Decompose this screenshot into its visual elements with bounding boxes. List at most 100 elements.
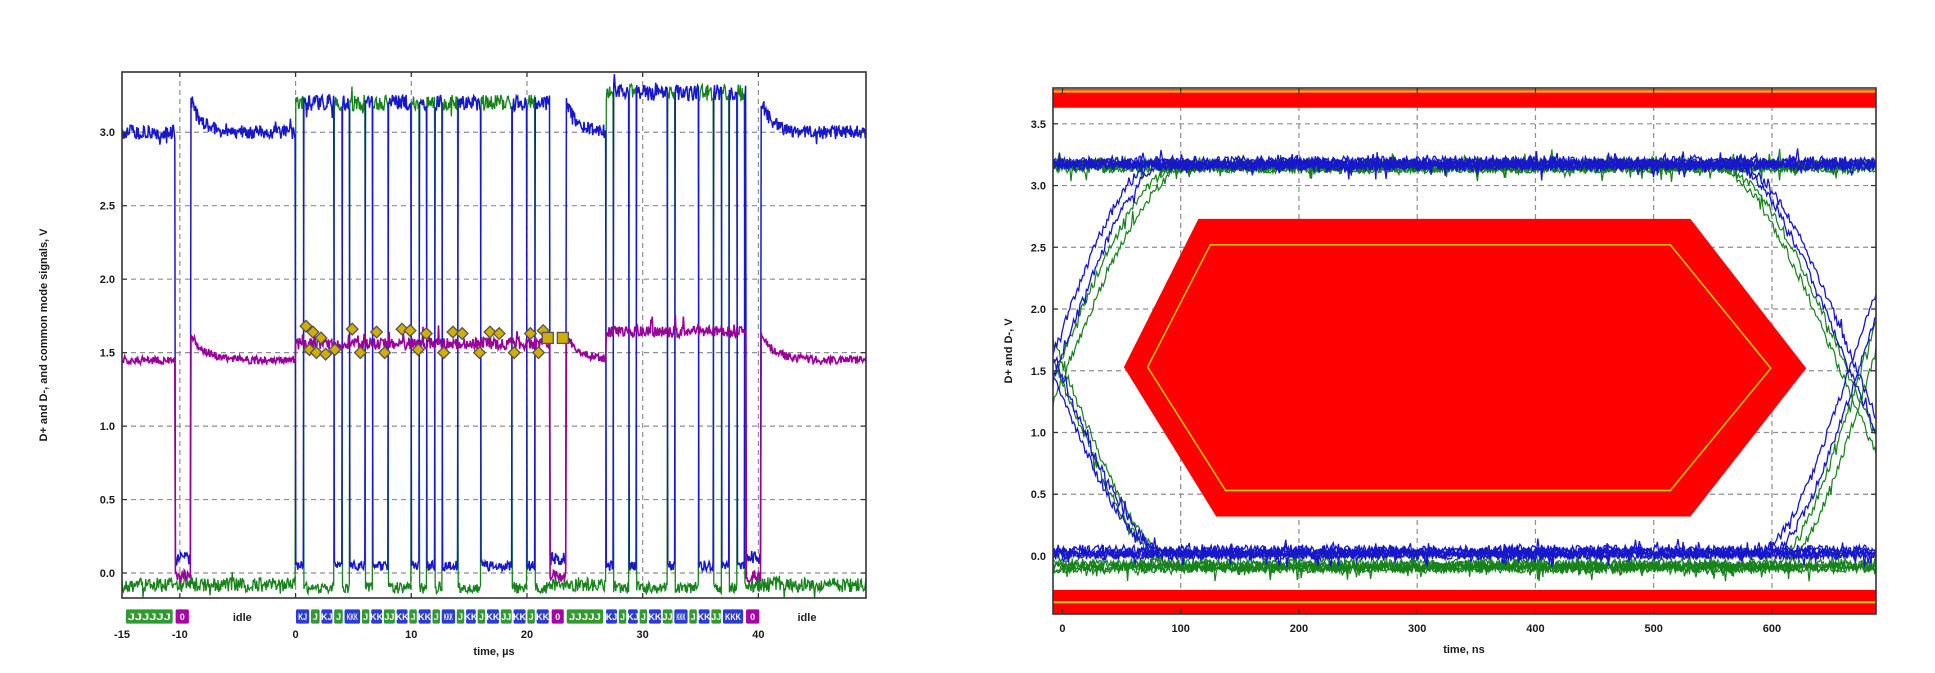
- measurement-diamond-marker: [314, 331, 328, 345]
- line-state-label: 0: [180, 612, 185, 622]
- left-frame-rect: [121, 71, 867, 599]
- measurement-square-marker: [556, 331, 569, 345]
- y-tick-label: 3.0: [1031, 181, 1046, 193]
- line-state-box-k: [370, 608, 383, 625]
- eye-d-plus-trace: [1052, 151, 1877, 171]
- right-tick-labels: 0.0 0.5 1.0 1.5 2.0 2.5 3.0 3.5 0 100 200 300 400 500…: [1031, 119, 1781, 635]
- line-state-box-k: [673, 608, 689, 625]
- d-plus-trace: [121, 74, 867, 574]
- line-state-label: KK: [370, 612, 383, 622]
- measurement-diamond-marker: [436, 345, 451, 360]
- common-mode-trace: [121, 314, 867, 584]
- left-line-state-strip: JJJJJJ 0 KJ J KJ J KKK J KK JJ KK J KK J KKK J KK J KK JJ KK…: [125, 608, 816, 625]
- right-x-axis-title: time, ns: [1443, 644, 1485, 656]
- measurement-diamond-marker: [446, 325, 460, 339]
- line-state-label: KK: [513, 612, 526, 622]
- line-state-box-k: [605, 608, 618, 625]
- line-state-label: KJ: [321, 612, 333, 622]
- x-tick-label: 100: [1172, 623, 1190, 635]
- measurement-diamond-marker: [507, 345, 521, 360]
- line-state-box-k: [697, 608, 711, 625]
- line-state-label: JJ: [663, 612, 673, 622]
- line-state-box-k: [417, 608, 432, 625]
- line-state-box-j: [383, 608, 396, 625]
- y-tick-label: 2.5: [1031, 242, 1046, 254]
- line-state-box-k: [722, 608, 744, 625]
- measurement-diamond-marker: [483, 325, 497, 339]
- line-state-label: 0: [750, 612, 755, 622]
- left-y-axis-title: D+ and D-, and common mode signals, V: [38, 228, 50, 442]
- measurement-diamond-marker: [403, 323, 417, 338]
- x-tick-label: 10: [405, 629, 417, 641]
- line-state-box-se0: [550, 608, 565, 625]
- line-state-box-k: [343, 608, 361, 625]
- line-state-box-j: [565, 608, 604, 625]
- x-tick-label: 500: [1645, 623, 1663, 635]
- line-state-box-k: [440, 608, 456, 625]
- line-state-label: J: [336, 612, 341, 622]
- line-state-box-j: [361, 608, 371, 625]
- line-state-label: KKK: [347, 612, 358, 622]
- usb-eye-plot: 0.0 0.5 1.0 1.5 2.0 2.5 3.0 3.5 0 100 200 300 400 500…: [1003, 87, 1877, 656]
- measurement-diamond-marker: [377, 345, 392, 360]
- line-state-label: KK: [486, 612, 499, 622]
- y-tick-label: 0.5: [1031, 489, 1046, 501]
- y-tick-label: 0.5: [100, 495, 115, 507]
- line-state-label: J: [691, 612, 696, 622]
- measurement-diamond-marker: [345, 322, 359, 336]
- right-frame-rect: [1052, 87, 1877, 615]
- line-state-box-k: [648, 608, 662, 625]
- line-state-label: J: [411, 612, 416, 622]
- x-tick-label: -15: [114, 629, 130, 641]
- y-tick-label: 1.5: [1031, 366, 1046, 378]
- y-tick-label: 0.0: [100, 568, 115, 580]
- line-state-box-se0: [174, 608, 190, 625]
- y-tick-label: 1.5: [100, 348, 115, 360]
- measurement-diamond-marker: [353, 345, 368, 360]
- left-waveforms: [121, 74, 867, 598]
- line-state-label: KKK: [725, 612, 741, 622]
- line-state-label: KKK: [676, 612, 685, 622]
- measurement-diamond-marker: [328, 342, 342, 357]
- line-state-box-j: [638, 608, 648, 625]
- y-tick-label: 3.0: [100, 127, 115, 139]
- line-state-box-k: [486, 608, 500, 625]
- d-minus-trace: [121, 82, 867, 598]
- line-state-label: J: [313, 612, 318, 622]
- eye-mask-regions: [1053, 89, 1876, 614]
- x-tick-label: 30: [637, 629, 649, 641]
- y-tick-label: 2.5: [100, 201, 115, 213]
- line-state-box-j: [455, 608, 466, 625]
- left-test-point-markers: [299, 319, 569, 361]
- line-state-box-j: [710, 608, 722, 625]
- x-tick-label: -10: [172, 629, 188, 641]
- line-state-label: KK: [418, 612, 431, 622]
- measurement-diamond-marker: [492, 326, 506, 341]
- line-state-label: JJJJJJ: [128, 612, 171, 622]
- measurement-diamond-marker: [455, 326, 469, 341]
- line-state-box-j: [526, 608, 536, 625]
- line-state-label: JJ: [711, 612, 721, 622]
- measurement-diamond-marker: [318, 347, 333, 361]
- line-state-box-j: [661, 608, 674, 625]
- measurement-diamond-marker: [369, 325, 384, 339]
- y-tick-label: 1.0: [100, 421, 115, 433]
- line-state-label: J: [641, 612, 646, 622]
- y-tick-label: 0.0: [1031, 551, 1046, 563]
- measurement-diamond-marker: [419, 326, 434, 341]
- x-tick-label: 200: [1290, 623, 1308, 635]
- measurement-diamond-marker: [306, 325, 320, 339]
- line-state-label: KJ: [606, 612, 618, 622]
- line-state-label: J: [529, 612, 534, 622]
- measurement-square-marker: [541, 331, 554, 345]
- x-tick-label: 40: [752, 629, 764, 641]
- line-state-label: JJ: [384, 612, 394, 622]
- measurement-diamond-marker: [472, 345, 487, 360]
- line-state-box-k: [295, 608, 311, 625]
- x-tick-label: 0: [1059, 623, 1065, 635]
- line-state-box-j: [125, 608, 174, 625]
- line-state-box-k: [535, 608, 550, 625]
- line-state-box-j: [476, 608, 486, 625]
- measurement-diamond-marker: [411, 342, 425, 357]
